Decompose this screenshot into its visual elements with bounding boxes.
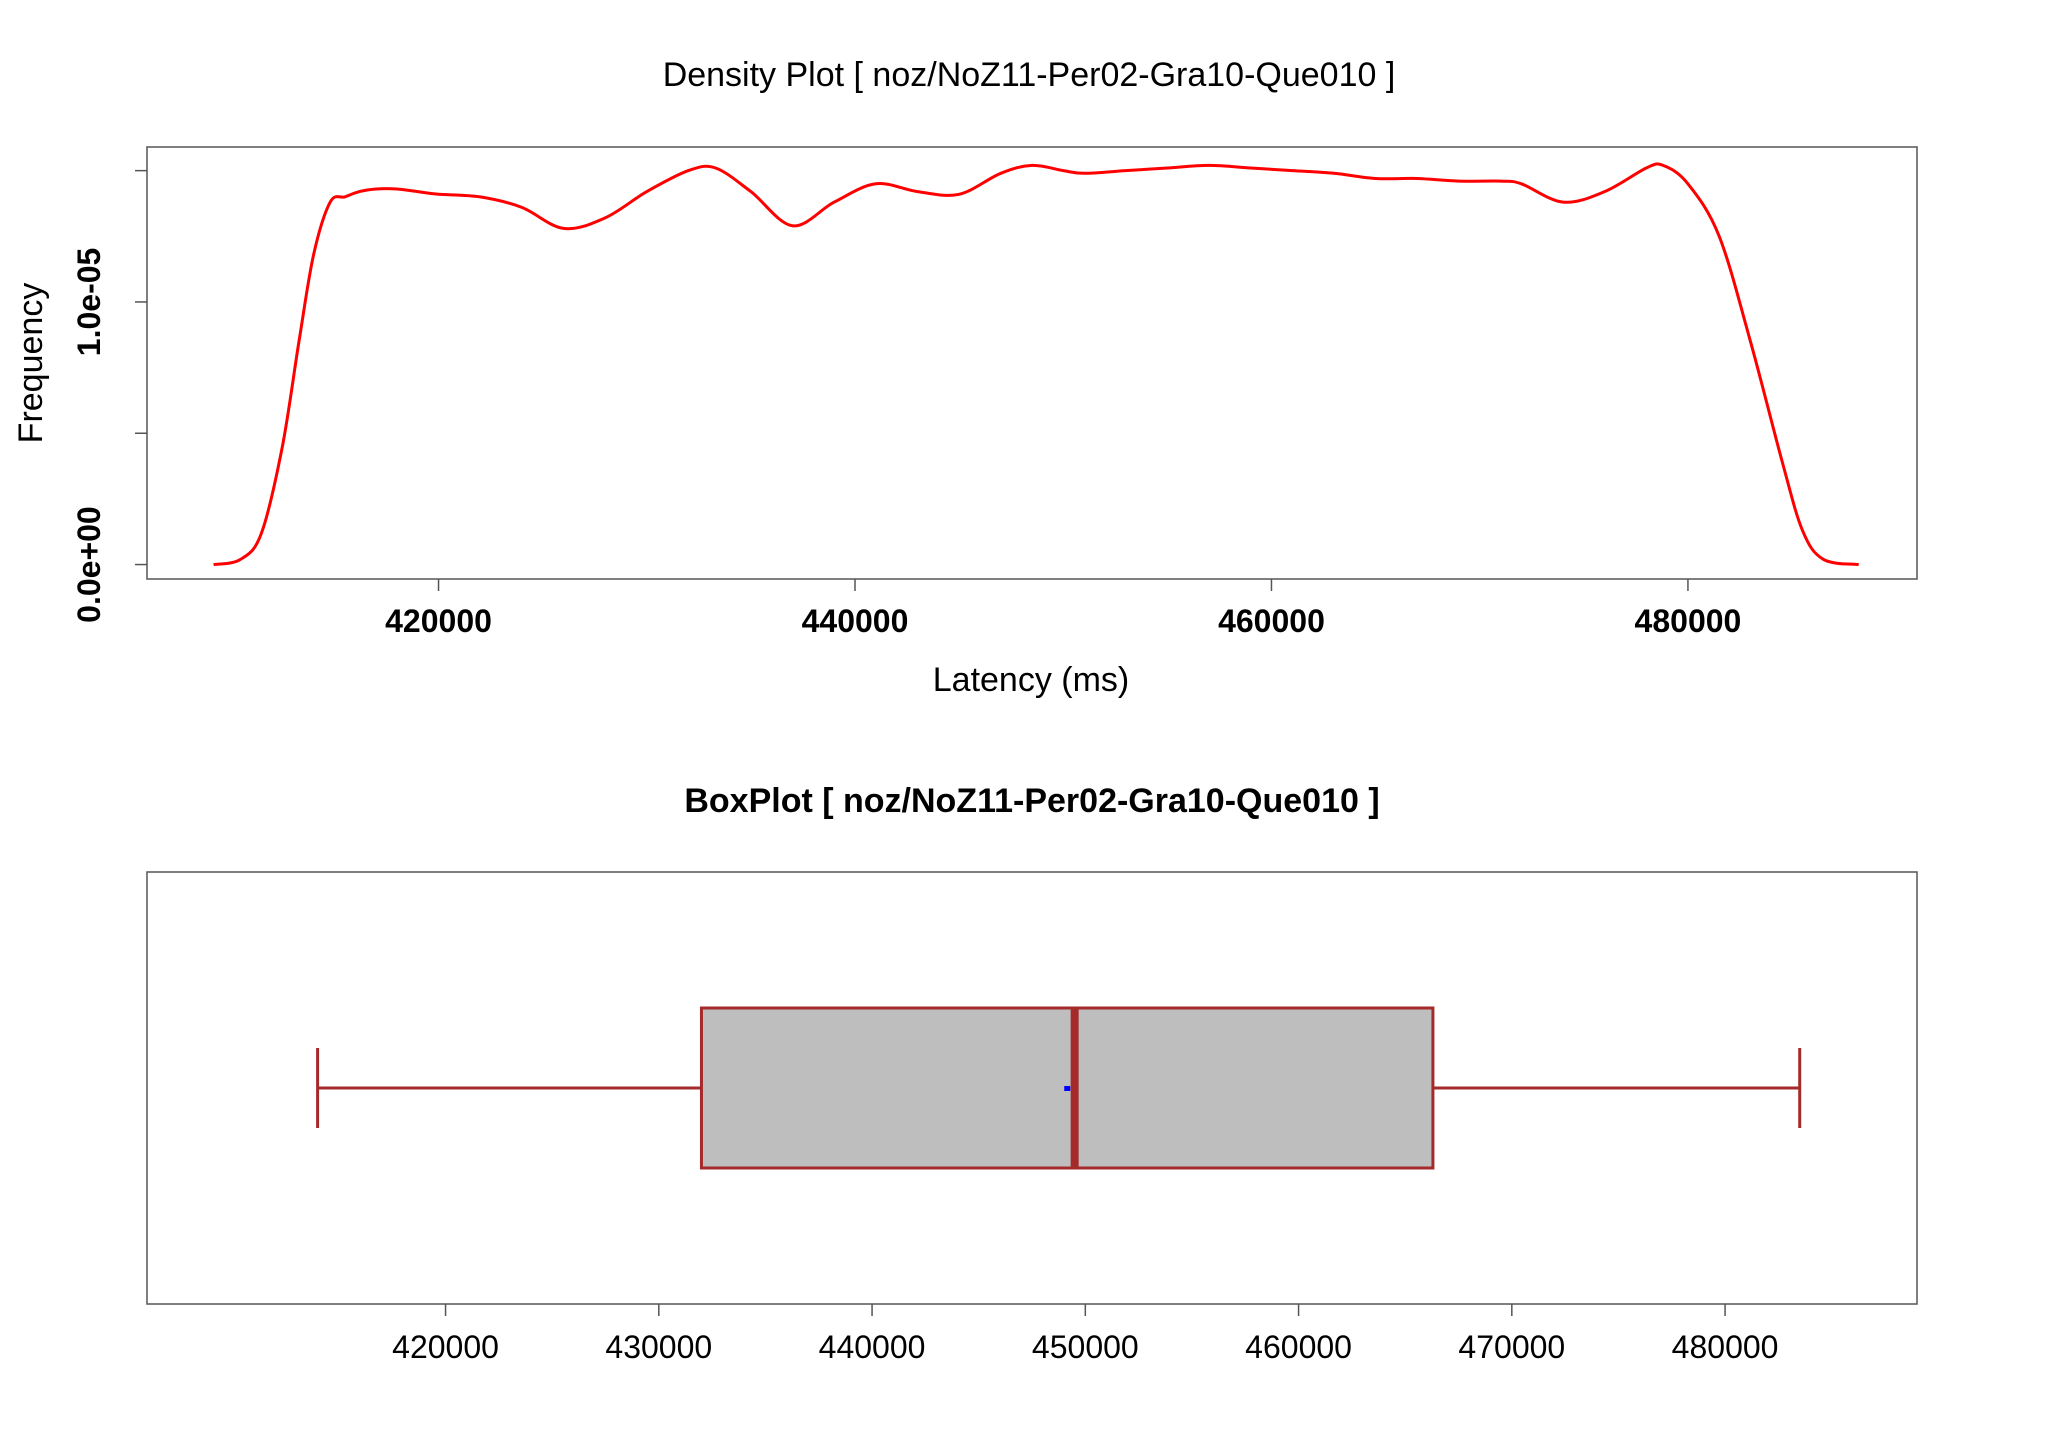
density-plot-frame: [146, 146, 1918, 580]
box-x-tick-label: 470000: [1458, 1329, 1565, 1365]
box-x-tick-label: 460000: [1245, 1329, 1352, 1365]
density-y-axis-label: Frequency: [12, 283, 50, 444]
box-x-tick-label: 440000: [819, 1329, 926, 1365]
density-series-line: [213, 162, 1859, 567]
density-y-tick-label: 1.0e-05: [71, 248, 107, 357]
box-x-tick-label: 450000: [1032, 1329, 1139, 1365]
density-plot: Density Plot [ noz/NoZ11-Per02-Gra10-Que…: [12, 56, 1918, 699]
density-x-tick-label: 460000: [1218, 603, 1325, 639]
density-x-axis-label: Latency (ms): [933, 661, 1130, 699]
density-x-tick-label: 480000: [1635, 603, 1742, 639]
box-x-tick-label: 480000: [1672, 1329, 1779, 1365]
box-x-tick-label: 430000: [605, 1329, 712, 1365]
density-title: Density Plot [ noz/NoZ11-Per02-Gra10-Que…: [663, 56, 1396, 94]
box-mean-marker: [1064, 1086, 1071, 1091]
box-title: BoxPlot [ noz/NoZ11-Per02-Gra10-Que010 ]: [684, 782, 1379, 820]
box-x-axis: 420000 430000 440000 450000 460000 470000 4800…: [392, 1304, 1778, 1365]
density-x-tick-label: 420000: [385, 603, 492, 639]
density-y-tick-label: 0.0e+00: [71, 506, 107, 623]
density-x-tick-label: 440000: [802, 603, 909, 639]
density-y-axis: 0.0e+00 1.0e-05: [71, 169, 147, 623]
box-plot: BoxPlot [ noz/NoZ11-Per02-Gra10-Que010 ]…: [146, 782, 1918, 1365]
box-plot-frame: [146, 871, 1918, 1305]
box-x-tick-label: 420000: [392, 1329, 499, 1365]
density-x-axis: 420000 440000 460000 480000: [385, 579, 1741, 639]
